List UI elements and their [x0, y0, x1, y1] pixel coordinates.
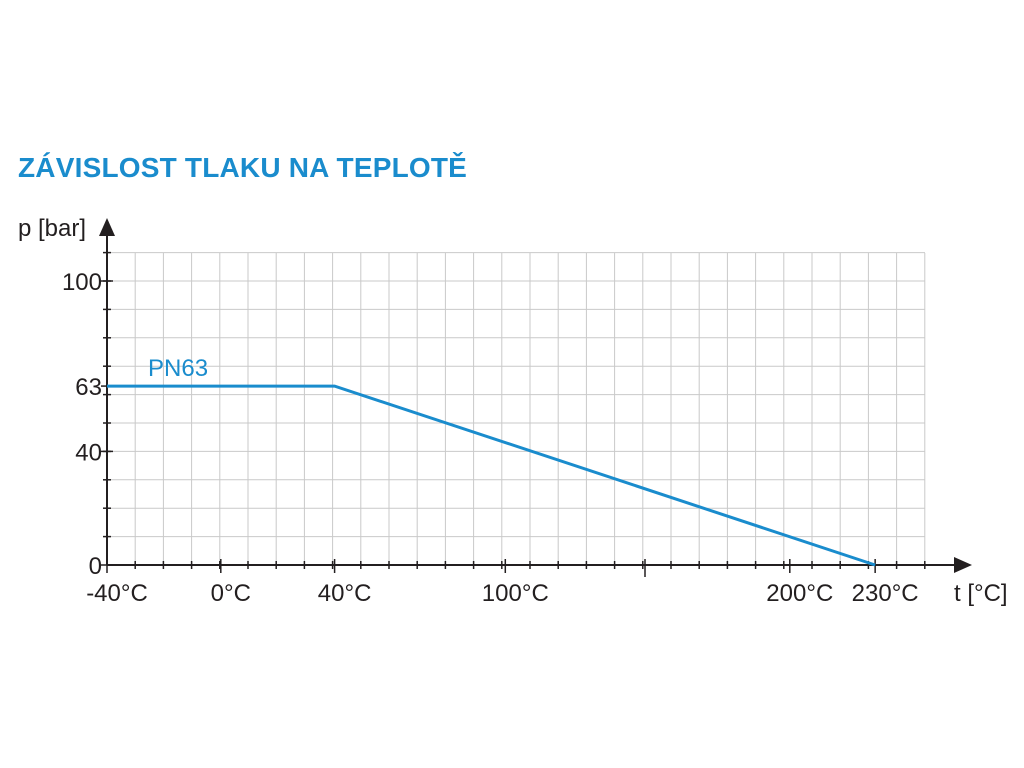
y-axis-arrow-icon — [99, 218, 115, 236]
x-axis-title: t [°C] — [954, 580, 1008, 607]
axes — [99, 218, 972, 577]
labels: -40°C 0°C 40°C 100°C 200°C 230°C 0 40 63 100 p [ba… — [18, 215, 1008, 607]
grid — [107, 252, 926, 565]
x-axis-arrow-icon — [954, 557, 972, 573]
x-tick-label: 40°C — [318, 580, 372, 607]
y-tick-label: 63 — [75, 374, 102, 401]
x-tick-label: 200°C — [766, 580, 833, 607]
y-axis-title: p [bar] — [18, 215, 86, 242]
series-line-pn63 — [107, 384, 876, 567]
x-tick-label: 100°C — [482, 580, 549, 607]
x-tick-label: -40°C — [86, 580, 148, 607]
series-label-pn63: PN63 — [148, 355, 208, 382]
x-tick-label: 230°C — [852, 580, 919, 607]
series — [106, 384, 876, 567]
y-tick-label: 0 — [89, 553, 102, 580]
x-tick-label: 0°C — [211, 580, 251, 607]
y-tick-label: 40 — [75, 439, 102, 466]
y-tick-label: 100 — [62, 269, 102, 296]
chart-title: ZÁVISLOST TLAKU NA TEPLOTĚ — [18, 152, 468, 183]
